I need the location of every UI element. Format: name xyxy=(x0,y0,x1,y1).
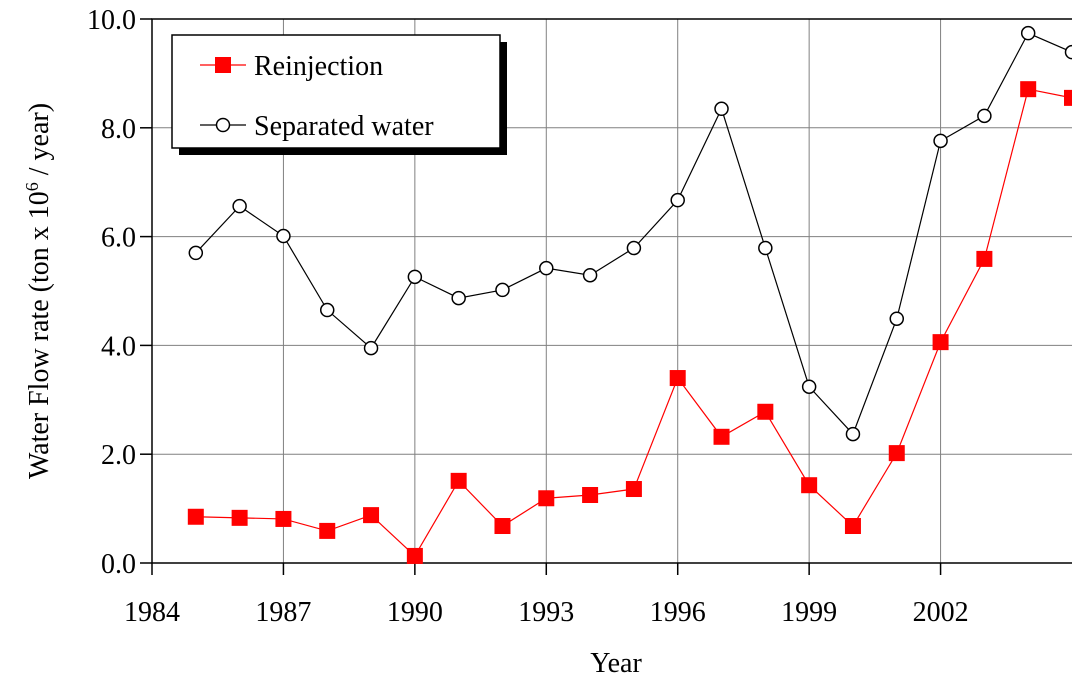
marker xyxy=(758,240,773,256)
marker xyxy=(231,509,248,526)
marker xyxy=(319,522,336,539)
marker xyxy=(363,507,380,524)
marker xyxy=(932,334,949,351)
y-label-part: / year) xyxy=(24,103,55,182)
marker xyxy=(407,269,423,285)
plot-frame xyxy=(151,18,1072,564)
marker xyxy=(626,240,642,256)
marker xyxy=(1064,89,1072,106)
marker xyxy=(845,426,861,442)
marker xyxy=(276,228,291,244)
marker xyxy=(713,428,730,445)
marker xyxy=(976,250,993,267)
marker xyxy=(1020,25,1036,41)
marker xyxy=(888,445,905,462)
marker xyxy=(625,481,642,498)
marker xyxy=(801,477,818,494)
y-label-part: Water Flow rate (ton x 10 xyxy=(24,191,55,479)
x-tick-label: 1987 xyxy=(255,597,311,628)
x-tick-label: 1993 xyxy=(518,597,574,628)
y-tick-label: 6.0 xyxy=(101,223,136,254)
legend-label: Reinjection xyxy=(254,51,383,82)
marker xyxy=(451,290,466,306)
x-tick-label: 1996 xyxy=(650,597,706,628)
y-label-sup: 6 xyxy=(22,182,42,191)
marker xyxy=(582,267,598,283)
marker xyxy=(670,192,685,208)
marker xyxy=(187,508,204,525)
marker xyxy=(714,101,729,117)
y-tick-label: 10.0 xyxy=(87,5,136,36)
marker xyxy=(1064,44,1072,60)
y-tick-label: 2.0 xyxy=(101,440,136,471)
y-axis-label: Water Flow rate (ton x 106 / year) xyxy=(22,103,55,479)
marker xyxy=(188,245,204,261)
marker xyxy=(889,311,905,326)
x-tick-label: 1999 xyxy=(781,597,837,628)
x-tick-label: 2002 xyxy=(913,597,969,628)
marker xyxy=(363,340,379,356)
marker xyxy=(977,108,992,124)
legend-marker xyxy=(215,57,231,73)
marker xyxy=(275,510,292,527)
marker xyxy=(450,472,467,489)
marker xyxy=(801,379,817,394)
marker xyxy=(757,403,774,420)
marker xyxy=(495,282,510,298)
marker xyxy=(933,133,948,149)
marker xyxy=(319,302,335,318)
marker xyxy=(669,370,686,387)
marker xyxy=(494,518,511,535)
marker xyxy=(1020,81,1037,98)
marker xyxy=(844,518,861,535)
y-tick-label: 8.0 xyxy=(101,114,136,145)
legend-label: Separated water xyxy=(254,111,434,142)
marker xyxy=(538,490,555,507)
marker xyxy=(406,547,423,564)
y-tick-label: 4.0 xyxy=(101,331,136,362)
x-tick-label: 1990 xyxy=(387,597,443,628)
marker xyxy=(539,260,554,276)
marker xyxy=(582,487,599,503)
y-tick-label: 0.0 xyxy=(101,549,136,580)
x-tick-label: 1984 xyxy=(124,597,180,628)
legend-marker xyxy=(215,117,231,133)
x-axis-label: Year xyxy=(590,648,642,679)
marker xyxy=(232,198,247,214)
